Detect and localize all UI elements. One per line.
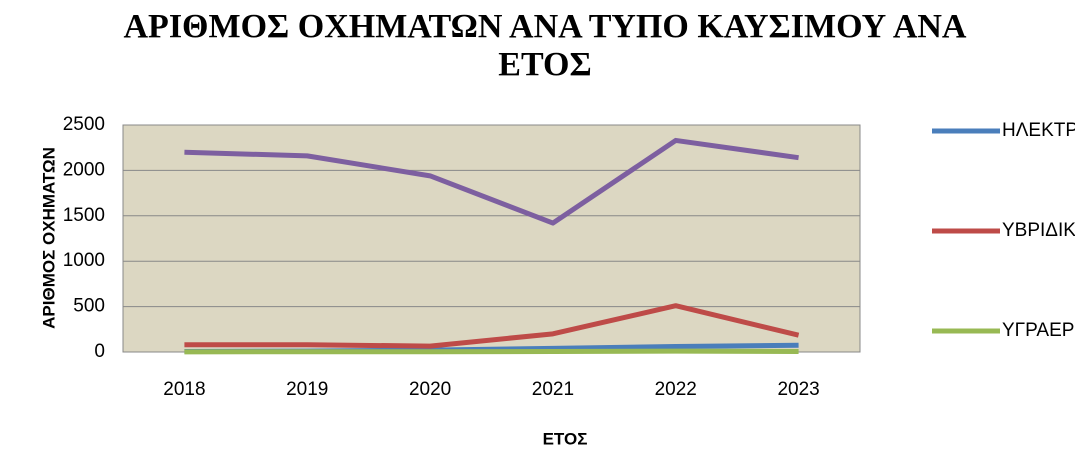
x-tick-label: 2020 xyxy=(409,379,451,400)
y-tick-label: 2000 xyxy=(63,159,105,180)
plot-area xyxy=(122,124,861,353)
legend-label: ΥΒΡΙΔΙΚΑ xyxy=(1002,220,1075,241)
series-line xyxy=(184,303,800,349)
x-tick-label: 2021 xyxy=(532,379,574,400)
x-tick-label: 2022 xyxy=(655,379,697,400)
chart-title: ΑΡΙΘΜΟΣ ΟΧΗΜΑΤΩΝ ΑΝΑ ΤΥΠΟ ΚΑΥΣΙΜΟΥ ΑΝΑ Ε… xyxy=(123,8,967,83)
y-tick-label: 0 xyxy=(94,341,105,362)
y-tick-label: 2500 xyxy=(63,114,105,135)
legend-label: ΥΓΡΑΕΡΙΟ xyxy=(1002,320,1075,341)
x-tick-label: 2023 xyxy=(777,379,819,400)
series-line xyxy=(184,137,799,226)
x-tick-label: 2019 xyxy=(286,379,328,400)
legend-label: ΗΛΕΚΤΡΙΚΑ xyxy=(1002,120,1075,141)
y-axis-label: ΑΡΙΘΜΟΣ ΟΧΗΜΑΤΩΝ xyxy=(39,147,58,329)
x-axis-label: ΕΤΟΣ xyxy=(543,429,588,448)
y-tick-label: 500 xyxy=(73,296,105,317)
y-tick-label: 1500 xyxy=(63,205,105,226)
y-tick-label: 1000 xyxy=(63,250,105,271)
series-line xyxy=(184,348,799,355)
x-tick-label: 2018 xyxy=(163,379,205,400)
